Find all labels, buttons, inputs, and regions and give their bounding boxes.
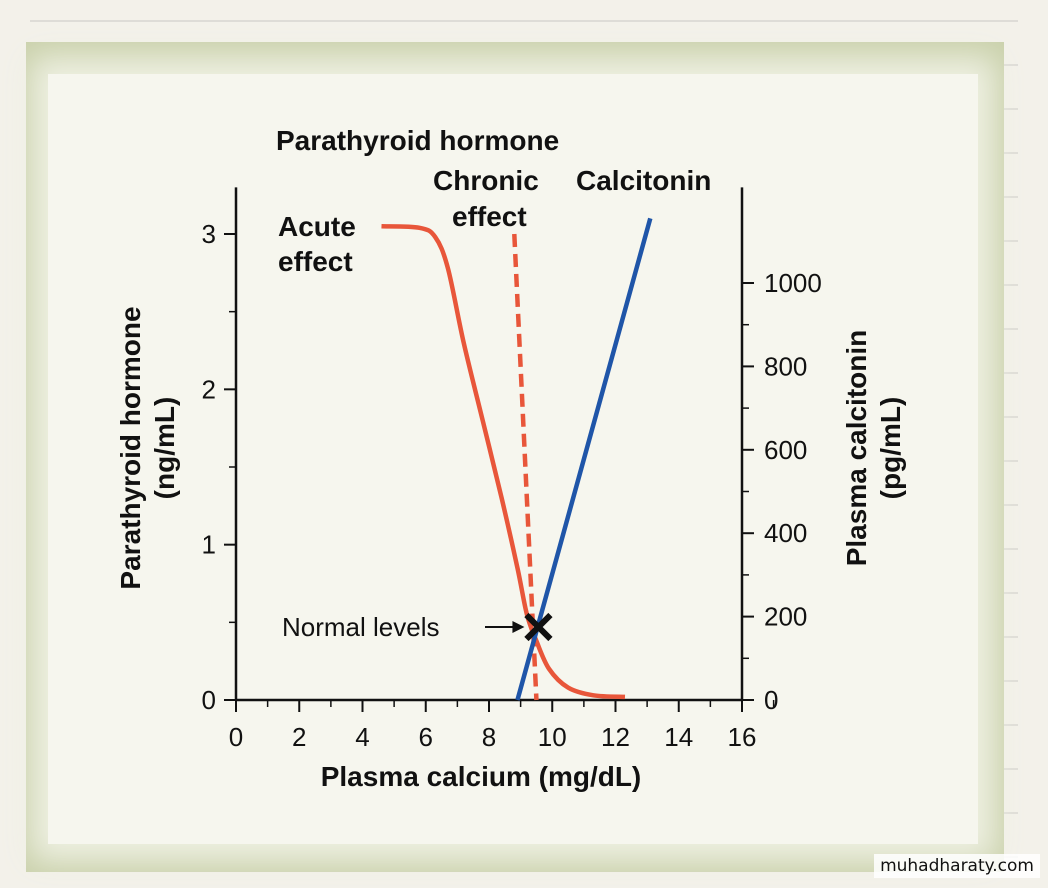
series-label-acute-effect-line2: effect bbox=[278, 246, 353, 277]
series-label-chronic-effect-line2: effect bbox=[452, 201, 527, 232]
y-right-tick-label: 400 bbox=[764, 518, 807, 548]
series-label-acute-effect: Acute bbox=[278, 211, 356, 242]
x-tick-label: 6 bbox=[419, 722, 433, 752]
chart-panel bbox=[48, 74, 978, 844]
y-left-axis-unit: (ng/mL) bbox=[149, 397, 180, 500]
y-left-tick-label: 1 bbox=[202, 530, 216, 560]
chart-title: Parathyroid hormone bbox=[276, 125, 559, 156]
x-tick-label: 14 bbox=[664, 722, 693, 752]
y-left-tick-label: 2 bbox=[202, 374, 216, 404]
x-tick-label: 8 bbox=[482, 722, 496, 752]
normal-levels-marker bbox=[524, 612, 553, 642]
y-right-tick-label: 1000 bbox=[764, 268, 822, 298]
y-right-tick-label: 800 bbox=[764, 351, 807, 381]
normal-levels-arrowhead bbox=[512, 620, 525, 633]
x-tick-label: 4 bbox=[355, 722, 369, 752]
y-left-tick-label: 3 bbox=[202, 219, 216, 249]
normal-levels-label: Normal levels bbox=[282, 612, 440, 642]
series-line-calcitonin bbox=[515, 217, 653, 701]
series-line-acute-effect bbox=[381, 223, 626, 700]
y-right-tick-label: 600 bbox=[764, 435, 807, 465]
x-tick-label: 16 bbox=[728, 722, 757, 752]
watermark: muhadharaty.com bbox=[874, 854, 1040, 878]
y-right-axis-unit: (pg/mL) bbox=[875, 397, 906, 500]
y-left-tick-label: 0 bbox=[202, 685, 216, 715]
x-tick-label: 12 bbox=[601, 722, 630, 752]
y-right-axis-label: Plasma calcitonin bbox=[841, 330, 872, 567]
x-axis-label: Plasma calcium (mg/dL) bbox=[321, 761, 642, 792]
x-tick-label: 0 bbox=[229, 722, 243, 752]
x-tick-label: 10 bbox=[538, 722, 567, 752]
y-left-axis-label: Parathyroid hormone bbox=[115, 306, 146, 589]
series-label-calcitonin: Calcitonin bbox=[576, 165, 711, 196]
x-tick-label: 2 bbox=[292, 722, 306, 752]
y-right-tick-label: 200 bbox=[764, 602, 807, 632]
series-label-chronic-effect: Chronic bbox=[433, 165, 539, 196]
y-right-tick-label: 0 bbox=[764, 685, 778, 715]
